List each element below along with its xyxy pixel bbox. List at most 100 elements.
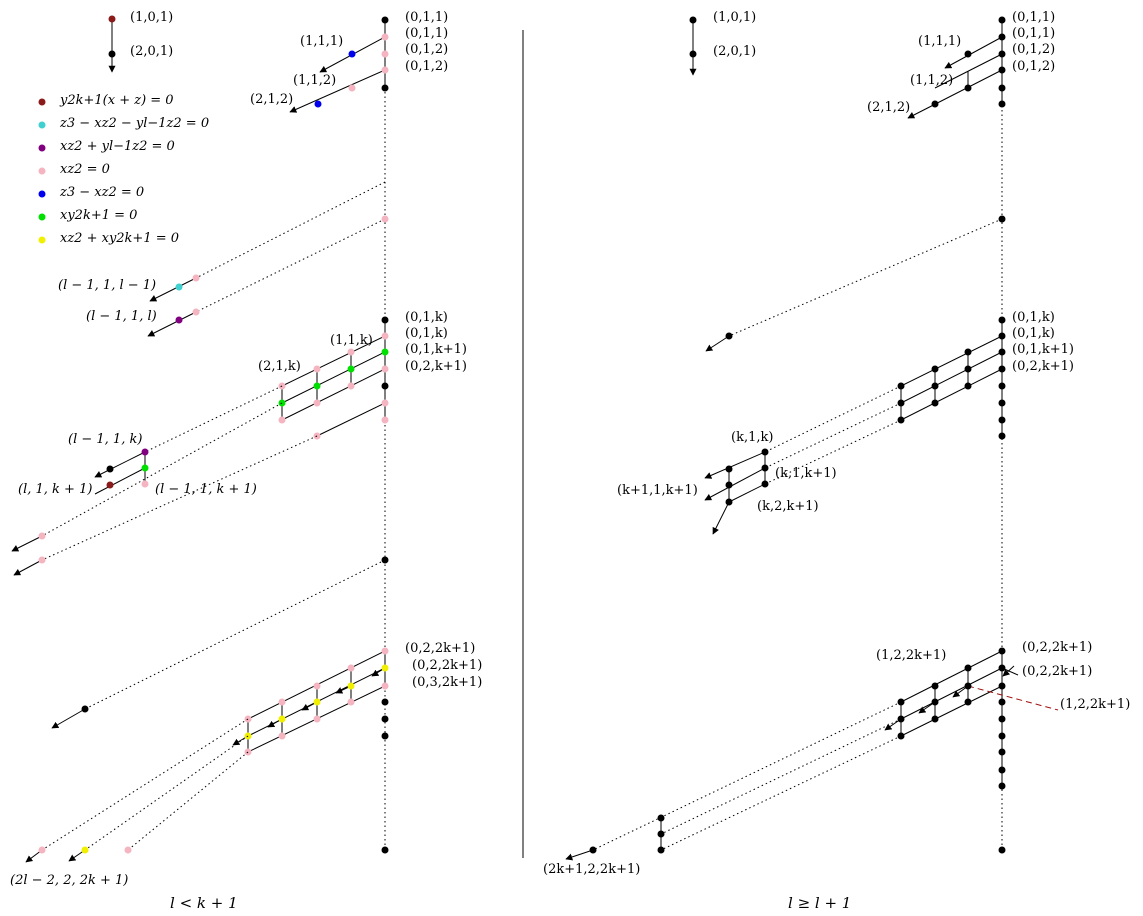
node: [313, 698, 321, 706]
node: [657, 830, 665, 838]
node: [761, 480, 769, 488]
node: [381, 682, 389, 690]
node: [141, 480, 149, 488]
right-dotted-ray: [660, 718, 902, 835]
node: [931, 715, 939, 723]
left-dotted-ray: [144, 385, 283, 453]
node: [347, 382, 355, 390]
left-edge: [51, 708, 86, 729]
node: [381, 84, 389, 92]
right-edge: [900, 650, 1003, 703]
label: (0,1,k): [405, 326, 448, 341]
left-edge: [147, 311, 197, 337]
node: [931, 100, 939, 108]
node: [347, 664, 355, 672]
right-panel: (1,0,1) (2,0,1) (0,1,1) (0,1,1) (0,1,2) …: [543, 10, 1130, 912]
right-edge: [944, 36, 1003, 69]
left-edge: [94, 451, 146, 478]
node: [761, 448, 769, 456]
legend-item-pink: xz2 = 0: [60, 162, 110, 177]
node: [998, 50, 1006, 58]
label: (0,1,k+1): [405, 342, 467, 357]
node: [931, 399, 939, 407]
node: [689, 50, 697, 58]
label: (1,2,2k+1): [876, 648, 946, 663]
node: [998, 33, 1006, 41]
legend-dot-yellow: [38, 236, 46, 244]
label: (0,2,2k+1): [1022, 640, 1092, 655]
left-edge: [94, 467, 146, 495]
label: (2k+1,2,2k+1): [543, 862, 640, 877]
node: [347, 682, 355, 690]
right-edge: [728, 483, 766, 503]
label: (2,0,1): [713, 44, 756, 59]
node: [106, 465, 114, 473]
node: [348, 50, 356, 58]
node: [964, 84, 972, 92]
left-edge: [11, 535, 43, 552]
label: (0,2,k+1): [1012, 359, 1074, 374]
node: [38, 846, 46, 854]
node: [314, 100, 322, 108]
left-dotted-ray: [84, 559, 386, 710]
node: [124, 846, 132, 854]
node: [998, 316, 1006, 324]
right-edge: [704, 451, 766, 479]
right-edge: [900, 351, 1003, 404]
right-edge: [1002, 665, 1015, 677]
node: [998, 399, 1006, 407]
legend-dot-pink: [38, 167, 46, 175]
node: [278, 698, 286, 706]
node: [998, 766, 1006, 774]
node: [381, 715, 389, 723]
node: [106, 481, 114, 489]
left-panel: (1,0,1) (2,0,1) y2k+1(x + z) = 0 z3 − xz…: [10, 10, 482, 912]
label: (l − 1, 1, l − 1): [58, 278, 156, 293]
node: [175, 283, 183, 291]
node: [931, 365, 939, 373]
node: [381, 365, 389, 373]
label: (1,1,k): [330, 333, 373, 348]
label: (0,2,k+1): [405, 359, 467, 374]
label: (2,1,k): [258, 359, 301, 374]
label: (1,1,2): [293, 73, 336, 88]
node: [998, 647, 1006, 655]
label: (k,1,k+1): [775, 466, 837, 481]
label: (2l − 2, 2, 2k + 1): [10, 873, 128, 888]
node: [313, 715, 321, 723]
right-edge: [900, 685, 1003, 737]
node: [278, 732, 286, 740]
node: [998, 416, 1006, 424]
node: [141, 464, 149, 472]
node: [381, 698, 389, 706]
left-edge: [281, 335, 386, 387]
left-caption: l < k + 1: [170, 894, 238, 912]
label: (0,1,k): [405, 310, 448, 325]
node: [347, 698, 355, 706]
node: [381, 846, 389, 854]
left-edge: [281, 351, 386, 404]
legend-dot-purple: [38, 144, 46, 152]
node: [725, 332, 733, 340]
node: [381, 732, 389, 740]
label: (0,1,1): [405, 26, 448, 41]
node: [998, 846, 1006, 854]
node: [381, 316, 389, 324]
node: [931, 682, 939, 690]
node: [964, 365, 972, 373]
node: [381, 416, 389, 424]
label: (1,1,1): [918, 34, 961, 49]
legend-item-green: xy2k+1 = 0: [60, 208, 137, 223]
right-dotted-ray: [660, 735, 902, 851]
right-edge: [900, 368, 1003, 421]
right-edge: [712, 501, 730, 535]
legend-dot-dark-red: [38, 98, 46, 106]
node: [381, 664, 389, 672]
label: (0,1,1): [405, 10, 448, 25]
label: (2,1,2): [867, 100, 910, 115]
left-dotted-ray: [41, 718, 249, 851]
node: [998, 664, 1006, 672]
node: [313, 382, 321, 390]
node: [964, 698, 972, 706]
node: [38, 556, 46, 564]
